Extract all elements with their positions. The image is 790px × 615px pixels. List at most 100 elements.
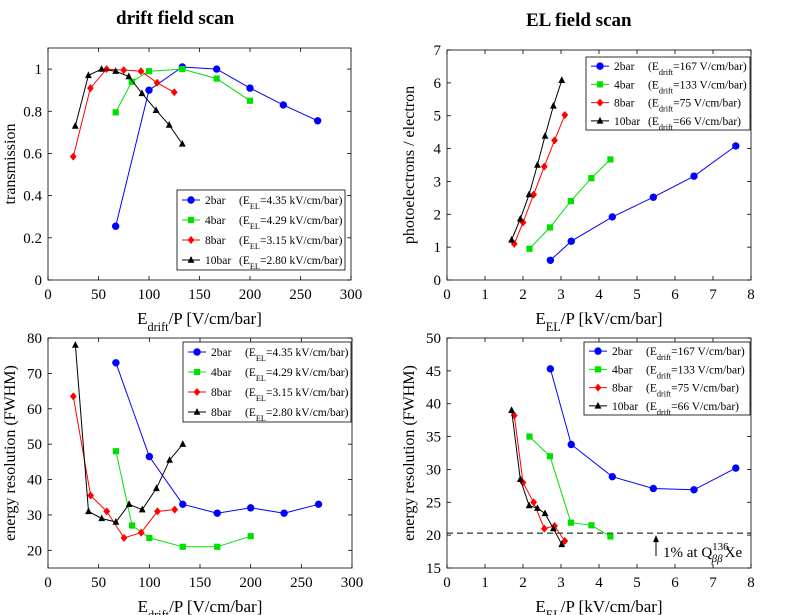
legend-series-name: 4bar	[612, 364, 633, 376]
legend-series-condition: (EEL=4.35 kV/cm/bar)	[239, 195, 343, 211]
legend-series-condition: (Edrift=66 V/cm/bar)	[646, 401, 739, 417]
data-point-10bar	[558, 76, 566, 83]
x-tick-label: 0	[443, 575, 451, 591]
chart-tl: 0 50 100 150 200 250 300 0 0.2 0.4 0.6 0.8 1 Edrift/P…	[2, 47, 362, 334]
x-tick-label: 1	[481, 287, 489, 303]
y-tick-label: 20	[27, 543, 42, 559]
chart-bl: 0 50 100 150 200 250 300 20 30 40 50 60 70 80 Edrift/P…	[2, 331, 363, 615]
legend-swatch-marker	[193, 368, 201, 376]
reference-arrowhead	[653, 535, 659, 543]
data-point-2bar	[649, 484, 658, 493]
data-point-2bar	[246, 84, 254, 92]
x-axis-label: Edrift/P [V/cm/bar]	[138, 597, 263, 615]
y-tick-label: 6	[434, 76, 442, 92]
legend-swatch-marker	[596, 81, 604, 88]
legend-series-name: 10bar	[612, 401, 638, 413]
data-point-4bar	[213, 75, 220, 82]
x-tick-label: 300	[341, 575, 364, 591]
data-point-2bar	[279, 101, 288, 109]
data-point-4bar	[247, 533, 254, 540]
legend-swatch-marker	[193, 348, 201, 356]
legend-series-condition: (Edrift=133 V/cm/bar)	[648, 79, 747, 95]
data-point-10bar	[541, 509, 549, 517]
legend-swatch-marker	[187, 256, 195, 263]
legend-series-name: 4bar	[205, 215, 226, 227]
data-point-2bar	[314, 500, 323, 509]
data-point-10bar	[112, 67, 120, 74]
data-point-10bar	[508, 235, 515, 243]
x-tick-label: 100	[138, 575, 161, 591]
data-point-8bar	[103, 507, 111, 516]
data-point-10bar	[550, 101, 557, 109]
x-tick-label: 3	[557, 287, 565, 303]
data-point-2bar	[145, 452, 154, 461]
data-point-2bar	[280, 509, 288, 517]
y-tick-label: 50	[426, 331, 441, 347]
data-point-4bar	[179, 65, 186, 73]
legend-series-condition: (Edrift=133 V/cm/bar)	[646, 364, 745, 380]
legend-series-condition: (Edrift=75 V/cm/bar)	[646, 383, 739, 399]
legend-swatch-marker	[596, 62, 604, 70]
data-point-8bar	[561, 111, 569, 120]
data-point-8bar	[540, 162, 548, 171]
y-tick-label: 45	[426, 364, 441, 380]
series-line-8bar	[513, 114, 566, 245]
data-point-4bar	[146, 534, 153, 542]
legend-swatch-marker	[187, 236, 195, 244]
x-tick-label: 0	[44, 287, 52, 303]
legend-series-condition: (EEL=4.29 kV/cm/bar)	[245, 367, 349, 383]
series-line-8bar	[72, 396, 175, 539]
x-tick-label: 2	[519, 575, 527, 591]
legend-series-condition: (Edrift=167 V/cm/bar)	[646, 346, 745, 362]
data-point-10bar	[138, 89, 146, 97]
y-tick-label: 50	[27, 437, 42, 453]
series-line-2bar	[550, 145, 737, 261]
y-tick-label: 80	[27, 331, 42, 347]
x-axis-label: EEL/P [kV/cm/bar]	[535, 309, 662, 334]
data-point-4bar	[129, 522, 136, 529]
x-tick-label: 6	[671, 287, 679, 303]
data-point-8bar	[103, 65, 110, 74]
data-point-10bar	[71, 341, 79, 348]
x-tick-label: 4	[595, 575, 603, 591]
data-point-10bar	[558, 540, 566, 548]
data-point-8bar	[153, 78, 161, 87]
legend: 2bar (EEL=4.35 kV/cm/bar) 4bar (EEL=4.29 kV…	[182, 341, 352, 423]
data-point-4bar	[128, 78, 135, 85]
data-point-2bar	[567, 440, 575, 449]
legend-series-condition: (Edrift=167 V/cm/bar)	[648, 61, 747, 77]
data-point-2bar	[546, 365, 555, 373]
data-point-4bar	[214, 543, 221, 550]
x-tick-label: 250	[290, 575, 313, 591]
legend-series-condition: (EEL=3.15 kV/cm/bar)	[245, 387, 349, 403]
data-point-2bar	[690, 486, 698, 494]
left-column-title: drift field scan	[116, 8, 235, 29]
data-point-2bar	[246, 504, 255, 512]
data-point-2bar	[145, 86, 153, 94]
legend-series-name: 8bar	[211, 387, 232, 399]
y-tick-label: 5	[434, 109, 442, 125]
data-point-2bar	[179, 500, 187, 509]
x-tick-label: 4	[595, 287, 603, 303]
data-point-4bar	[567, 519, 574, 526]
data-point-2bar	[690, 172, 698, 180]
data-point-10bar	[550, 524, 557, 532]
legend-swatch-marker	[594, 383, 602, 392]
y-tick-label: 0.8	[23, 104, 42, 120]
legend-series-name: 8bar	[614, 98, 635, 110]
data-point-4bar	[112, 448, 119, 455]
data-point-4bar	[526, 433, 533, 440]
data-point-2bar	[732, 142, 740, 150]
data-point-2bar	[111, 222, 120, 230]
x-axis-label: EEL/P [kV/cm/bar]	[535, 597, 662, 615]
legend-series-condition: (EEL=2.80 kV/cm/bar)	[245, 407, 349, 423]
y-tick-label: 0.4	[23, 189, 42, 205]
legend-series-name: 10bar	[205, 255, 231, 267]
y-tick-label: 0.2	[23, 231, 42, 247]
legend-box	[583, 341, 751, 416]
series-line-4bar	[115, 451, 251, 548]
legend-series-condition: (Edrift=75 V/cm/bar)	[648, 98, 741, 114]
x-tick-label: 100	[138, 287, 161, 303]
x-tick-label: 50	[91, 575, 106, 591]
